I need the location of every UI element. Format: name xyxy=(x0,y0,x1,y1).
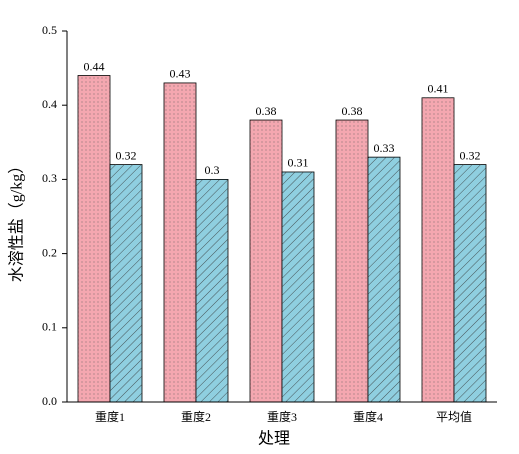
value-label: 0.44 xyxy=(84,59,105,73)
value-label: 0.3 xyxy=(205,163,220,177)
x-tick-label: 重度3 xyxy=(267,409,297,424)
y-axis-title: 水溶性盐（g/kg） xyxy=(8,158,26,282)
value-label: 0.32 xyxy=(460,148,481,162)
x-tick-label: 平均值 xyxy=(436,409,472,424)
y-tick-label: 0.3 xyxy=(42,171,57,185)
bar-pattern xyxy=(368,157,400,402)
x-axis-title: 处理 xyxy=(258,430,290,448)
value-label: 0.38 xyxy=(342,104,363,118)
value-label: 0.41 xyxy=(428,82,449,96)
x-tick-label: 重度4 xyxy=(353,409,383,424)
y-tick-label: 0.2 xyxy=(42,245,57,259)
bar-pattern xyxy=(336,120,368,402)
bar-pattern xyxy=(110,164,142,402)
y-tick-label: 0.1 xyxy=(42,320,57,334)
value-label: 0.38 xyxy=(256,104,277,118)
value-label: 0.32 xyxy=(116,148,137,162)
x-tick-label: 重度1 xyxy=(95,409,125,424)
bar-pattern xyxy=(282,171,314,402)
x-tick-label: 重度2 xyxy=(181,409,211,424)
bar-pattern xyxy=(78,75,110,403)
y-tick-label: 0.5 xyxy=(42,23,57,37)
value-label: 0.31 xyxy=(288,156,309,170)
value-label: 0.43 xyxy=(170,67,191,81)
bar-pattern xyxy=(196,179,228,402)
bar-pattern xyxy=(164,82,196,402)
y-tick-label: 0.0 xyxy=(42,394,57,408)
y-tick-label: 0.4 xyxy=(42,97,57,111)
bar-pattern xyxy=(454,164,486,402)
bar-pattern xyxy=(422,97,454,402)
bar-pattern xyxy=(250,120,282,402)
value-label: 0.33 xyxy=(374,141,395,155)
